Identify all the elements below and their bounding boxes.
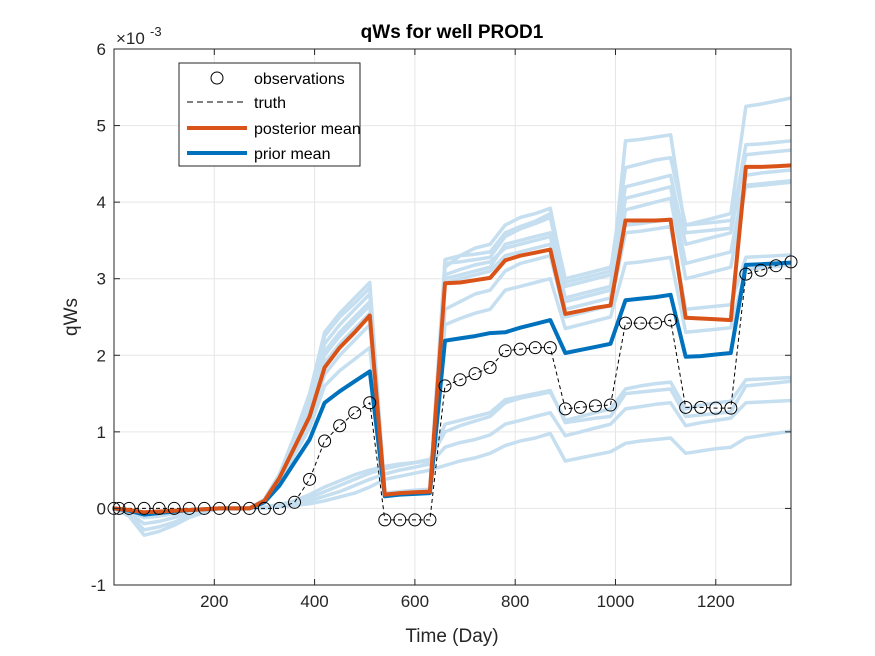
observation-point — [619, 316, 633, 330]
observation-point — [212, 501, 226, 515]
y-tick-label: 6 — [97, 40, 106, 59]
observation-point — [333, 419, 347, 433]
chart-title: qWs for well PROD1 — [361, 22, 544, 43]
observation-point — [438, 379, 452, 393]
legend-item-truth: truth — [187, 95, 286, 112]
y-axis-label: qWs — [61, 298, 82, 336]
observation-point — [227, 501, 241, 515]
observation-point — [528, 341, 542, 355]
observation-point — [724, 401, 738, 415]
observation-point — [318, 434, 332, 448]
observation-point — [272, 501, 286, 515]
x-tick-label: 600 — [401, 592, 429, 611]
observation-point — [288, 495, 302, 509]
x-tick-label: 1200 — [697, 592, 735, 611]
observation-point — [694, 400, 708, 414]
observation-point — [378, 513, 392, 527]
observation-point — [588, 399, 602, 413]
legend-label-prior-mean: prior mean — [254, 146, 330, 163]
x-tick-label: 1000 — [597, 592, 635, 611]
legend-label-truth: truth — [254, 95, 286, 112]
y-exponent-power: -3 — [150, 24, 162, 39]
legend-item-prior-mean: prior mean — [187, 146, 330, 163]
y-exponent-base: ×10 — [116, 29, 145, 48]
y-tick-label: 2 — [97, 346, 106, 365]
observation-point — [408, 513, 422, 527]
y-tick-label: 1 — [97, 423, 106, 442]
observation-point — [664, 313, 678, 327]
observation-point — [453, 373, 467, 387]
legend-item-posterior-mean: posterior mean — [187, 121, 361, 138]
observation-point — [603, 398, 617, 412]
x-tick-label: 800 — [501, 592, 529, 611]
legend-box — [178, 62, 361, 167]
observation-point — [112, 501, 126, 515]
y-tick-label: -1 — [91, 576, 106, 595]
observation-point — [769, 259, 783, 273]
observation-point — [483, 361, 497, 375]
observation-point — [182, 501, 196, 515]
observation-point — [348, 406, 362, 420]
observation-point — [242, 501, 256, 515]
observation-point — [423, 513, 437, 527]
legend: observations truth posterior mean prior … — [178, 62, 361, 167]
observation-point — [152, 501, 166, 515]
observation-point — [363, 396, 377, 410]
observation-point — [573, 400, 587, 414]
legend-label-observations: observations — [254, 71, 345, 88]
observation-point — [498, 344, 512, 358]
observation-point — [739, 267, 753, 281]
observation-point — [257, 501, 271, 515]
ticks: 200 400 600 800 1000 1200 -1 0 1 2 3 4 5 6 — [91, 40, 791, 611]
posterior-mean-line — [113, 163, 792, 515]
x-tick-label: 400 — [300, 592, 328, 611]
observation-point — [649, 316, 663, 330]
observation-point — [709, 401, 723, 415]
x-axis-label: Time (Day) — [405, 626, 498, 647]
y-tick-label: 3 — [97, 270, 106, 289]
legend-marker-observations — [210, 71, 224, 85]
observation-point — [197, 501, 211, 515]
main-lines — [113, 163, 792, 521]
y-tick-label: 5 — [97, 117, 106, 136]
observation-point — [543, 341, 557, 355]
observation-point — [303, 472, 317, 486]
observation-point — [122, 501, 136, 515]
y-exponent-label: ×10 -3 — [116, 24, 162, 48]
observation-point — [513, 342, 527, 356]
observation-point — [468, 367, 482, 381]
legend-item-observations: observations — [210, 71, 345, 88]
x-tick-label: 200 — [200, 592, 228, 611]
observation-point — [558, 402, 572, 416]
plot-frame — [113, 48, 792, 586]
y-tick-label: 4 — [97, 193, 106, 212]
observation-point — [634, 316, 648, 330]
y-tick-label: 0 — [97, 499, 106, 518]
observation-point — [679, 400, 693, 414]
observation-point — [167, 501, 181, 515]
observation-point — [137, 501, 151, 515]
legend-label-posterior-mean: posterior mean — [254, 121, 361, 138]
observation-point — [393, 513, 407, 527]
observation-point — [754, 263, 768, 277]
observation-markers — [107, 255, 798, 527]
